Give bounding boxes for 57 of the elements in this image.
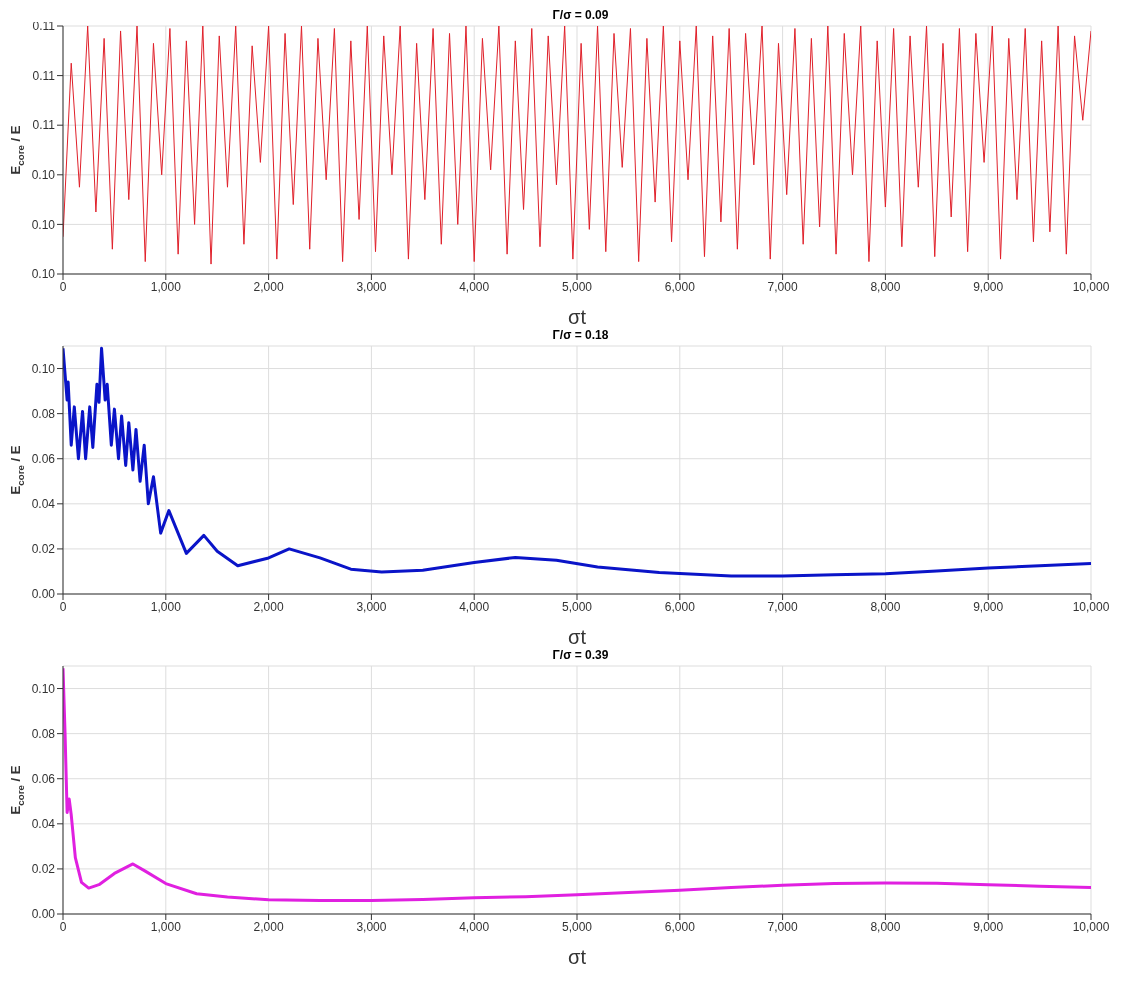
x-tick-label: 2,000 bbox=[253, 599, 284, 614]
x-axis-title: σt bbox=[568, 946, 587, 968]
y-tick-label: 0.10 bbox=[31, 267, 56, 282]
x-axis-title: σt bbox=[568, 626, 587, 648]
y-tick-label: 0.06 bbox=[31, 771, 56, 786]
y-tick-label: 0.11 bbox=[32, 19, 56, 34]
x-tick-label: 10,000 bbox=[1072, 919, 1110, 934]
x-tick-label: 7,000 bbox=[767, 599, 798, 614]
x-tick-label: 9,000 bbox=[973, 599, 1004, 614]
y-tick-label: 0.04 bbox=[31, 497, 56, 512]
y-tick-label: 0.04 bbox=[31, 817, 56, 832]
chart-title: Γ/σ = 0.09 bbox=[552, 8, 609, 22]
chart-title: Γ/σ = 0.39 bbox=[551, 648, 610, 662]
y-tick-label: 0.02 bbox=[31, 862, 56, 877]
x-tick-label: 4,000 bbox=[459, 599, 490, 614]
x-tick-label: 4,000 bbox=[459, 919, 490, 934]
y-tick-label: 0.08 bbox=[31, 726, 56, 741]
y-tick-label: 0.00 bbox=[31, 587, 56, 602]
x-tick-label: 0 bbox=[59, 279, 67, 294]
x-tick-label: 5,000 bbox=[561, 919, 593, 934]
x-tick-label: 7,000 bbox=[767, 279, 798, 294]
x-tick-label: 3,000 bbox=[356, 599, 387, 614]
y-tick-label: 0.11 bbox=[32, 118, 56, 133]
chart-title: Γ/σ = 0.18 bbox=[551, 328, 610, 342]
y-tick-label: 0.08 bbox=[31, 406, 56, 421]
x-tick-label: 3,000 bbox=[356, 919, 387, 934]
x-tick-label: 5,000 bbox=[561, 599, 593, 614]
x-tick-label: 3,000 bbox=[356, 279, 387, 294]
y-tick-label: 0.11 bbox=[32, 68, 56, 83]
x-tick-label: 6,000 bbox=[664, 919, 696, 934]
x-tick-label: 10,000 bbox=[1072, 599, 1110, 614]
x-tick-label: 1,000 bbox=[150, 599, 182, 614]
y-tick-label: 0.10 bbox=[31, 168, 56, 183]
y-tick-label: 0.06 bbox=[31, 451, 56, 466]
y-tick-label: 0.10 bbox=[31, 361, 56, 376]
x-tick-label: 5,000 bbox=[561, 279, 593, 294]
x-axis-title: σt bbox=[568, 306, 587, 328]
x-tick-label: 4,000 bbox=[459, 279, 490, 294]
x-tick-label: 6,000 bbox=[664, 279, 696, 294]
x-tick-label: 8,000 bbox=[870, 279, 901, 294]
x-tick-label: 10,000 bbox=[1072, 279, 1110, 294]
y-tick-label: 0.02 bbox=[31, 542, 56, 557]
x-tick-label: 7,000 bbox=[767, 919, 798, 934]
x-tick-label: 0 bbox=[59, 919, 67, 934]
x-tick-label: 8,000 bbox=[870, 919, 901, 934]
x-tick-label: 9,000 bbox=[973, 919, 1004, 934]
y-tick-label: 0.10 bbox=[31, 217, 56, 232]
x-tick-label: 6,000 bbox=[664, 599, 696, 614]
x-tick-label: 9,000 bbox=[973, 279, 1004, 294]
x-tick-label: 1,000 bbox=[150, 279, 182, 294]
y-tick-label: 0.10 bbox=[31, 681, 56, 696]
x-tick-label: 8,000 bbox=[870, 599, 901, 614]
y-tick-label: 0.00 bbox=[31, 907, 56, 922]
x-tick-label: 2,000 bbox=[253, 279, 284, 294]
x-tick-label: 0 bbox=[59, 599, 67, 614]
x-tick-label: 2,000 bbox=[253, 919, 284, 934]
x-tick-label: 1,000 bbox=[150, 919, 182, 934]
